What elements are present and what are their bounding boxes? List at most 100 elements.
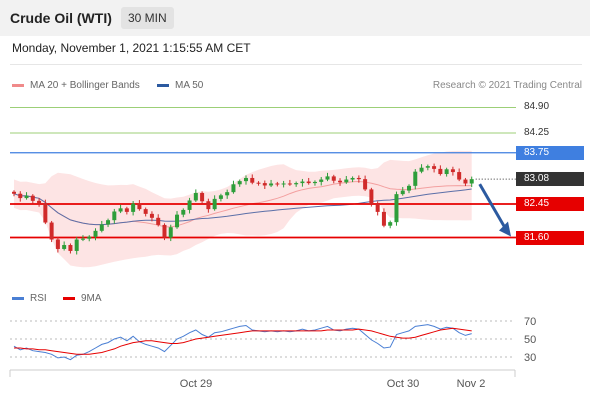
timestamp: Monday, November 1, 2021 1:15:55 AM CET (12, 41, 251, 55)
candle (338, 180, 343, 183)
header-bar: Crude Oil (WTI) 30 MIN (0, 0, 590, 36)
candle (250, 177, 255, 183)
candle (262, 183, 267, 186)
price-level-82.45: 82.45 (516, 197, 584, 211)
candle (325, 176, 330, 180)
candle (344, 179, 349, 183)
candle (256, 182, 261, 184)
legend-ma50: MA 50 (157, 80, 203, 91)
candle (463, 179, 468, 184)
candle (200, 192, 205, 202)
candle (394, 194, 399, 223)
rsi-series-9ma (14, 327, 472, 355)
price-level-84.25: 84.25 (524, 127, 550, 138)
price-level-83.75: 83.75 (516, 145, 584, 160)
candle (118, 208, 123, 212)
candle (175, 214, 180, 228)
candle (363, 179, 368, 190)
candle (231, 184, 236, 193)
candle (237, 181, 242, 185)
legend-9ma: 9MA (63, 293, 102, 304)
candle (37, 200, 42, 204)
candle (24, 195, 29, 199)
candle (30, 195, 35, 201)
legend-ma20: MA 20 + Bollinger Bands (12, 80, 140, 91)
candle (306, 181, 311, 184)
candle (225, 192, 230, 196)
candle (432, 166, 437, 169)
candle (419, 167, 424, 172)
instrument-title: Crude Oil (WTI) (10, 10, 112, 26)
candle (43, 203, 48, 223)
candle (131, 203, 136, 212)
rsi-tick-label: 50 (524, 334, 536, 346)
copyright: Research © 2021 Trading Central (432, 80, 582, 91)
candle (49, 222, 54, 240)
candle (68, 245, 73, 251)
candle (350, 177, 355, 180)
candle (356, 177, 361, 180)
candle (143, 209, 148, 214)
rsi-tick-label: 70 (524, 316, 536, 328)
divider (10, 64, 582, 65)
candle (80, 238, 85, 240)
candle (281, 183, 286, 185)
candle (62, 245, 67, 249)
candle (331, 176, 336, 181)
candle (99, 224, 104, 231)
candle (87, 236, 92, 239)
candle (124, 208, 129, 212)
candle (212, 198, 217, 210)
candle (457, 172, 462, 180)
price-level-84.90: 84.90 (524, 101, 550, 113)
candle (400, 190, 405, 195)
candle (18, 193, 23, 199)
candle (413, 171, 418, 186)
candle (438, 168, 443, 175)
candle (156, 217, 161, 225)
candle (106, 220, 111, 225)
price-level-81.60: 81.60 (516, 230, 584, 245)
candle (193, 192, 198, 201)
candle (294, 183, 299, 185)
candle (444, 169, 449, 175)
candle (300, 181, 305, 184)
forecast-arrow-shaft (478, 183, 508, 231)
candle (55, 239, 60, 249)
candle (168, 227, 173, 238)
9ma-swatch (63, 297, 75, 300)
candle (93, 230, 98, 237)
candle (312, 181, 317, 184)
rsi-tick-label: 30 (524, 352, 536, 364)
ma50-swatch (157, 84, 169, 87)
candle (381, 211, 386, 226)
candle (269, 183, 274, 186)
candle (12, 191, 16, 194)
x-tick-label: Oct 30 (387, 378, 419, 390)
x-tick-label: Oct 29 (180, 378, 212, 390)
ma50-label: MA 50 (175, 80, 204, 91)
candle (388, 222, 393, 226)
rsi-swatch (12, 297, 24, 300)
candle (162, 224, 167, 238)
rsi-label: RSI (30, 293, 47, 304)
candle (369, 189, 374, 204)
candle (181, 209, 186, 215)
candle (287, 183, 292, 185)
candle (218, 195, 223, 199)
candle (375, 204, 380, 212)
ma20-label: MA 20 + Bollinger Bands (30, 80, 140, 91)
ma20-swatch (12, 84, 24, 87)
bollinger-band-area (14, 150, 472, 268)
candle (206, 201, 211, 210)
timeframe-button[interactable]: 30 MIN (121, 7, 174, 29)
9ma-label: 9MA (81, 293, 102, 304)
candle (243, 177, 248, 182)
candle (275, 183, 280, 185)
price-level-83.08: 83.08 (516, 172, 584, 187)
candle (407, 185, 412, 191)
candle (137, 203, 142, 210)
candle (149, 213, 154, 218)
